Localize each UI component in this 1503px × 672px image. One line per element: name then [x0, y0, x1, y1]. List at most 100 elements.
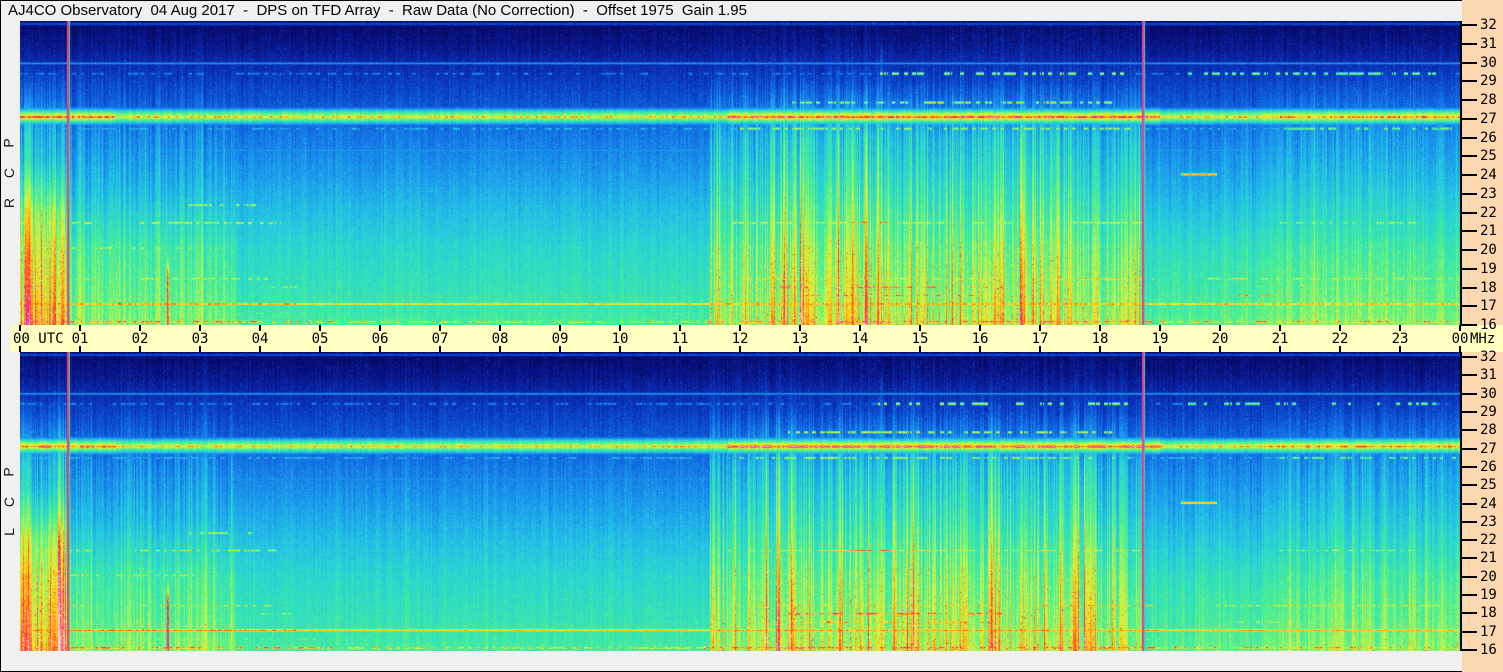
freq-tick-label-lcp-22: 22 [1480, 532, 1497, 549]
freq-tick-lcp-17 [1461, 630, 1477, 633]
time-tick-top-13 [799, 325, 801, 331]
freq-tick-lcp-27 [1461, 447, 1477, 450]
freq-tick-lcp-31 [1461, 374, 1477, 377]
freq-tick-label-rcp-23: 23 [1480, 185, 1497, 202]
time-tick-top-24 [1459, 325, 1461, 331]
freq-tick-rcp-19 [1461, 267, 1477, 270]
time-tick-bottom-6 [379, 346, 381, 352]
time-tick-bottom-2 [139, 346, 141, 352]
freq-tick-rcp-26 [1461, 136, 1477, 139]
time-tick-bottom-16 [979, 346, 981, 352]
time-tick-bottom-14 [859, 346, 861, 352]
time-label-19: 19 [1151, 331, 1169, 347]
rcp-right-axis-line [1460, 21, 1462, 325]
time-tick-top-14 [859, 325, 861, 331]
freq-tick-label-lcp-26: 26 [1480, 458, 1497, 475]
freq-tick-lcp-29 [1461, 410, 1477, 413]
time-tick-bottom-3 [199, 346, 201, 352]
time-tick-top-3 [199, 325, 201, 331]
freq-tick-label-lcp-25: 25 [1480, 477, 1497, 494]
rcp-polarization-label: P C R [0, 21, 18, 325]
time-tick-top-15 [919, 325, 921, 331]
freq-tick-label-rcp-16: 16 [1480, 317, 1497, 333]
freq-tick-label-lcp-24: 24 [1480, 495, 1497, 512]
time-tick-top-6 [379, 325, 381, 331]
freq-tick-label-rcp-18: 18 [1480, 279, 1497, 296]
time-tick-bottom-21 [1279, 346, 1281, 352]
freq-tick-lcp-23 [1461, 520, 1477, 523]
time-tick-top-11 [679, 325, 681, 331]
freq-tick-label-lcp-32: 32 [1480, 349, 1497, 365]
time-tick-top-2 [139, 325, 141, 331]
time-tick-top-1 [79, 325, 81, 331]
lcp-polarization-label: P C L [0, 352, 18, 651]
freq-tick-lcp-22 [1461, 539, 1477, 542]
time-tick-top-10 [619, 325, 621, 331]
time-label-23: 23 [1391, 331, 1409, 347]
time-label-13: 13 [791, 331, 809, 347]
freq-tick-label-rcp-32: 32 [1480, 17, 1497, 33]
freq-tick-label-lcp-19: 19 [1480, 587, 1497, 604]
time-tick-bottom-5 [319, 346, 321, 352]
freq-tick-label-rcp-25: 25 [1480, 148, 1497, 165]
freq-tick-rcp-21 [1461, 230, 1477, 233]
freq-tick-label-lcp-20: 20 [1480, 568, 1497, 585]
polarization-letter-p: P [1, 138, 17, 148]
freq-tick-rcp-25 [1461, 155, 1477, 158]
time-tick-bottom-4 [259, 346, 261, 352]
freq-tick-lcp-32 [1461, 356, 1477, 358]
freq-tick-rcp-23 [1461, 192, 1477, 195]
freq-tick-label-lcp-31: 31 [1480, 367, 1497, 384]
time-tick-top-7 [439, 325, 441, 331]
time-label-16: 16 [971, 331, 989, 347]
polarization-letter-r: R [1, 197, 17, 209]
freq-tick-label-rcp-27: 27 [1480, 110, 1497, 127]
freq-tick-label-lcp-16: 16 [1480, 642, 1497, 658]
polarization-letter-c: C [1, 167, 17, 179]
time-tick-top-9 [559, 325, 561, 331]
freq-tick-label-lcp-21: 21 [1480, 550, 1497, 567]
time-tick-top-17 [1039, 325, 1041, 331]
freq-tick-rcp-16 [1461, 324, 1477, 326]
time-axis-strip [10, 325, 1503, 352]
time-label-21: 21 [1271, 331, 1289, 347]
time-label-1: 01 [71, 331, 89, 347]
time-tick-top-19 [1159, 325, 1161, 331]
freq-tick-label-lcp-17: 17 [1480, 623, 1497, 640]
time-label-12: 12 [731, 331, 749, 347]
freq-tick-rcp-17 [1461, 305, 1477, 308]
freq-tick-label-rcp-19: 19 [1480, 260, 1497, 277]
time-tick-bottom-10 [619, 346, 621, 352]
rcp-spectrogram [20, 21, 1460, 325]
freq-tick-rcp-24 [1461, 174, 1477, 176]
freq-tick-label-rcp-28: 28 [1480, 92, 1497, 108]
time-label-4: 04 [251, 331, 269, 347]
time-tick-top-5 [319, 325, 321, 331]
time-tick-top-22 [1339, 325, 1341, 331]
time-tick-bottom-0 [19, 346, 21, 352]
time-tick-bottom-7 [439, 346, 441, 352]
time-tick-bottom-24 [1459, 346, 1461, 352]
freq-tick-lcp-18 [1461, 612, 1477, 615]
time-tick-top-0 [19, 325, 21, 331]
time-tick-bottom-18 [1099, 346, 1101, 352]
freq-tick-label-rcp-26: 26 [1480, 129, 1497, 146]
freq-tick-lcp-21 [1461, 557, 1477, 560]
time-tick-top-4 [259, 325, 261, 331]
time-label-2: 02 [131, 331, 149, 347]
freq-tick-rcp-32 [1461, 24, 1477, 26]
polarization-letter-c: C [1, 496, 17, 507]
freq-tick-lcp-28 [1461, 429, 1477, 432]
freq-tick-label-rcp-17: 17 [1480, 298, 1497, 315]
time-label-0: 00 UTC [13, 331, 64, 347]
time-label-10: 10 [611, 331, 629, 347]
time-tick-bottom-1 [79, 346, 81, 352]
freq-tick-lcp-20 [1461, 575, 1477, 578]
time-label-8: 08 [491, 331, 509, 347]
time-tick-top-18 [1099, 325, 1101, 331]
mhz-unit-label: MHz [1470, 331, 1496, 347]
time-label-6: 06 [371, 331, 389, 347]
time-tick-bottom-20 [1219, 346, 1221, 352]
freq-tick-rcp-20 [1461, 249, 1477, 251]
